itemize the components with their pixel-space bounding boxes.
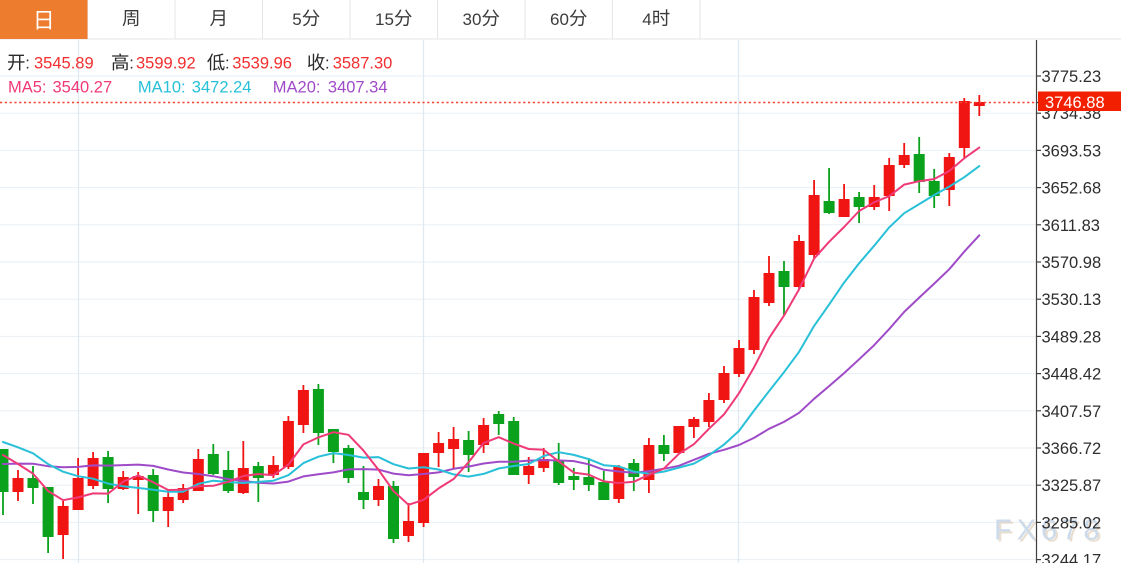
svg-text::: : <box>325 54 330 72</box>
svg-text:3539.96: 3539.96 <box>232 55 292 73</box>
svg-text:60: 60 <box>550 10 569 29</box>
svg-text::: : <box>225 54 230 72</box>
svg-text:3599.92: 3599.92 <box>136 55 196 73</box>
svg-text:FX678: FX678 <box>994 515 1104 547</box>
svg-text:3325.87: 3325.87 <box>1042 477 1102 495</box>
svg-text:MA10:: MA10: <box>138 78 186 96</box>
svg-text:3587.30: 3587.30 <box>333 55 393 73</box>
svg-text:3570.98: 3570.98 <box>1042 254 1102 272</box>
svg-text:3775.23: 3775.23 <box>1042 68 1102 86</box>
svg-text::: : <box>25 54 30 72</box>
svg-text:3540.27: 3540.27 <box>53 78 113 96</box>
svg-text:3530.13: 3530.13 <box>1042 291 1102 309</box>
svg-text:3611.83: 3611.83 <box>1042 217 1100 235</box>
svg-text:3448.42: 3448.42 <box>1042 366 1102 384</box>
svg-text:3407.34: 3407.34 <box>328 78 388 96</box>
svg-text:3472.24: 3472.24 <box>192 78 252 96</box>
svg-text:3366.72: 3366.72 <box>1042 440 1102 458</box>
svg-text:3746.88: 3746.88 <box>1045 94 1105 112</box>
svg-text:3285.02: 3285.02 <box>1042 514 1102 532</box>
svg-text:30: 30 <box>463 10 482 29</box>
svg-text:3407.57: 3407.57 <box>1042 403 1102 421</box>
svg-text:5: 5 <box>292 10 301 29</box>
svg-text:3489.28: 3489.28 <box>1042 328 1102 346</box>
svg-text::: : <box>129 54 134 72</box>
svg-text:MA5:: MA5: <box>8 78 47 96</box>
svg-text:MA20:: MA20: <box>273 78 321 96</box>
svg-text:3693.53: 3693.53 <box>1042 142 1102 160</box>
svg-text:15: 15 <box>375 10 394 29</box>
svg-text:4: 4 <box>642 10 651 29</box>
svg-text:FX678: FX678 <box>996 517 1106 549</box>
svg-text:3545.89: 3545.89 <box>34 55 94 73</box>
svg-text:3652.68: 3652.68 <box>1042 180 1102 198</box>
svg-text:3244.17: 3244.17 <box>1042 552 1102 563</box>
